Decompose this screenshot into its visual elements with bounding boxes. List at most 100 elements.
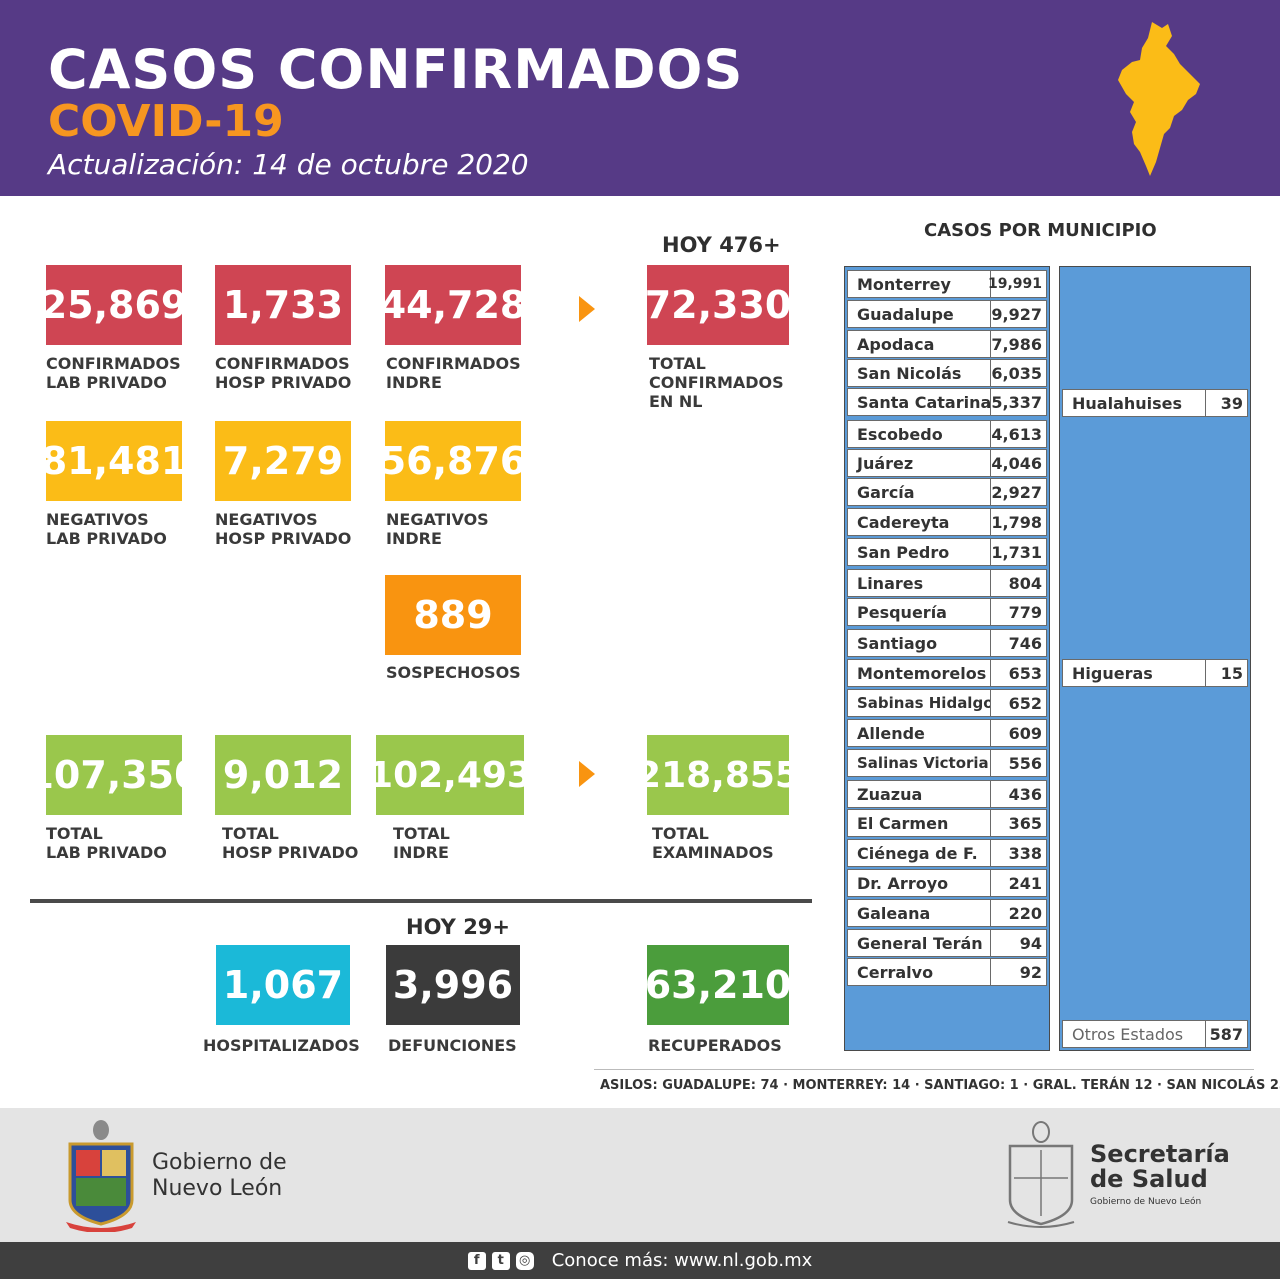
update-date: Actualización: 14 de octubre 2020 (48, 148, 529, 181)
table-row: Galeana 220 (847, 899, 1047, 927)
table-row: Guadalupe 9,927 (847, 300, 1047, 328)
municipality-name: García (857, 482, 915, 502)
today-confirmed: HOY 476+ (662, 233, 781, 257)
municipality-cases: 804 (990, 570, 1046, 596)
municipality-name: Otros Estados (1072, 1024, 1184, 1044)
municipality-name: Apodaca (857, 334, 935, 354)
label-line: INDRE (386, 373, 442, 392)
secretaria-line: de Salud (1090, 1165, 1208, 1193)
section-divider (30, 899, 812, 903)
recovered-value: 63,210 (647, 945, 789, 1025)
municipality-cases: 587 (1205, 1021, 1247, 1047)
gobierno-line: Nuevo León (152, 1176, 283, 1201)
table-row: Otros Estados 587 (1062, 1020, 1248, 1048)
municipality-cases: 220 (990, 900, 1046, 926)
page-subtitle: COVID-19 (48, 96, 284, 147)
municipality-name: Salinas Victoria (857, 754, 989, 772)
footer (0, 1108, 1280, 1242)
asilos-divider (594, 1069, 1254, 1070)
table-row: Linares 804 (847, 569, 1047, 597)
table-row: Escobedo 4,613 (847, 420, 1047, 448)
table-row: Apodaca 7,986 (847, 330, 1047, 358)
municipality-name: Cadereyta (857, 512, 950, 532)
total-confirmed-label: TOTAL CONFIRMADOS EN NL (649, 354, 784, 411)
municipality-name: Sabinas Hidalgo (857, 694, 990, 712)
recovered-label: RECUPERADOS (648, 1036, 782, 1055)
municipality-name: Dr. Arroyo (857, 873, 949, 893)
municipality-name: Linares (857, 573, 924, 593)
total-examined-value: 218,855 (647, 735, 789, 815)
municipality-name: Escobedo (857, 424, 943, 444)
confirmed-lab-privado-value: 25,869 (46, 265, 182, 345)
municipality-name: San Nicolás (857, 363, 962, 383)
table-row: Hualahuises 39 (1062, 389, 1248, 417)
table-row: Pesquería 779 (847, 598, 1047, 626)
page-title: CASOS CONFIRMADOS (48, 38, 744, 101)
confirmed-indre-value: 44,728 (385, 265, 521, 345)
table-row: Dr. Arroyo 241 (847, 869, 1047, 897)
municipality-name: Montemorelos (857, 663, 987, 683)
confirmed-lab-privado-label: CONFIRMADOS LAB PRIVADO (46, 354, 181, 392)
hospitalized-label: HOSPITALIZADOS (203, 1036, 360, 1055)
label-line: CONFIRMADOS (386, 354, 521, 373)
municipality-cases: 4,046 (990, 450, 1046, 476)
municipality-cases: 92 (990, 959, 1046, 985)
label-line: HOSP PRIVADO (222, 843, 359, 862)
negatives-lab-privado-label: NEGATIVOS LAB PRIVADO (46, 510, 167, 548)
confirmed-hosp-privado-label: CONFIRMADOS HOSP PRIVADO (215, 354, 351, 392)
label-line: LAB PRIVADO (46, 529, 167, 548)
municipality-name: Allende (857, 723, 925, 743)
label-line: TOTAL (222, 824, 279, 843)
table-row: Monterrey 19,991 (847, 270, 1047, 298)
municipality-title: CASOS POR MUNICIPIO (924, 220, 1157, 241)
deaths-label: DEFUNCIONES (388, 1036, 517, 1055)
label-line: INDRE (393, 843, 449, 862)
municipality-cases: 779 (990, 599, 1046, 625)
negatives-indre-value: 56,876 (385, 421, 521, 501)
table-row: Allende 609 (847, 719, 1047, 747)
header-banner (0, 0, 1280, 196)
negatives-hosp-privado-value: 7,279 (215, 421, 351, 501)
municipality-cases: 6,035 (990, 360, 1046, 386)
municipality-name: Ciénega de F. (857, 843, 978, 863)
instagram-icon[interactable]: ◎ (515, 1251, 534, 1270)
arrow-right-icon (579, 761, 595, 787)
deaths-value: 3,996 (386, 945, 520, 1025)
label-line: NEGATIVOS (386, 510, 489, 529)
municipality-cases: 436 (990, 781, 1046, 807)
municipality-cases: 9,927 (990, 301, 1046, 327)
municipality-name: Hualahuises (1072, 393, 1183, 413)
municipality-cases: 15 (1205, 660, 1247, 686)
municipality-cases: 1,798 (990, 509, 1046, 535)
table-row: San Pedro 1,731 (847, 538, 1047, 566)
hospitalized-value: 1,067 (216, 945, 350, 1025)
total-indre-label: TOTAL INDRE (393, 824, 450, 862)
total-lab-privado-value: 107,350 (46, 735, 182, 815)
municipality-name: Monterrey (857, 274, 951, 294)
website-link[interactable]: Conoce más: www.nl.gob.mx (551, 1250, 813, 1271)
table-row: Cerralvo 92 (847, 958, 1047, 986)
municipality-cases: 652 (990, 690, 1046, 716)
municipality-name: Pesquería (857, 602, 947, 622)
label-line: HOSP PRIVADO (215, 529, 352, 548)
table-row: García 2,927 (847, 478, 1047, 506)
total-confirmed-value: 72,330 (647, 265, 789, 345)
label-line: NEGATIVOS (215, 510, 318, 529)
label-line: LAB PRIVADO (46, 843, 167, 862)
municipality-cases: 4,613 (990, 421, 1046, 447)
table-row: Sabinas Hidalgo 652 (847, 689, 1047, 717)
label-line: HOSP PRIVADO (215, 373, 352, 392)
secretaria-seal-icon (1007, 1121, 1075, 1228)
total-hosp-privado-value: 9,012 (215, 735, 351, 815)
municipality-cases: 1,731 (990, 539, 1046, 565)
facebook-icon[interactable]: f (467, 1251, 486, 1270)
arrow-right-icon (579, 296, 595, 322)
municipality-name: Guadalupe (857, 304, 954, 324)
municipality-cases: 5,337 (990, 389, 1046, 415)
bottom-bar: f t ◎ Conoce más: www.nl.gob.mx (0, 1242, 1280, 1279)
twitter-icon[interactable]: t (491, 1251, 510, 1270)
municipality-cases: 241 (990, 870, 1046, 896)
municipality-name: Santiago (857, 633, 938, 653)
negatives-indre-label: NEGATIVOS INDRE (386, 510, 489, 548)
table-row: San Nicolás 6,035 (847, 359, 1047, 387)
